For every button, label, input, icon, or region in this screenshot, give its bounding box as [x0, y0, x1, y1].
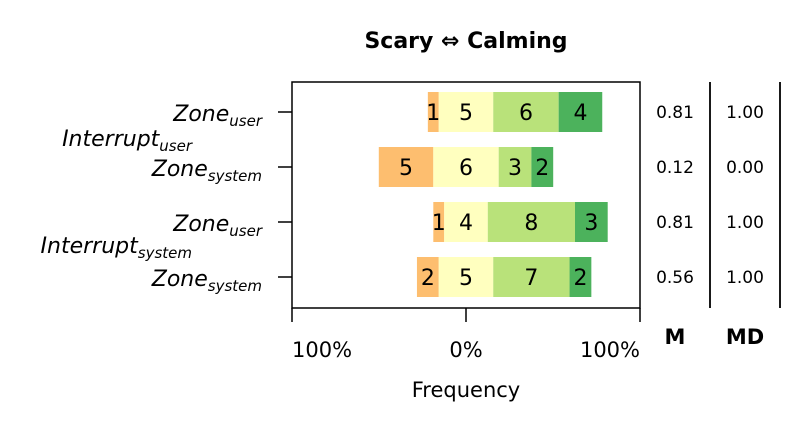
stat-md-value: 1.00 [726, 213, 764, 233]
bar-value-label: 6 [459, 156, 473, 181]
bar-segment [493, 92, 559, 132]
x-axis-label: Frequency [412, 378, 521, 402]
stat-md-header: MD [726, 325, 764, 349]
bar-value-label: 2 [421, 266, 435, 291]
x-tick-label: 100% [292, 338, 352, 362]
stat-m-value: 0.81 [656, 213, 694, 233]
x-axis: 100% 0% 100% [291, 308, 641, 362]
bar-segment [416, 257, 439, 297]
y-axis-labels: ZoneuserZonesystemZoneuserZonesystemInte… [41, 102, 292, 295]
x-tick-label: 100% [580, 338, 640, 362]
bar-value-label: 8 [524, 211, 538, 236]
stat-md-value: 1.00 [726, 268, 764, 288]
bar-value-label: 5 [399, 156, 413, 181]
bar-segment [433, 202, 445, 242]
row-label: Zonesystem [151, 267, 262, 295]
x-tick-label: 0% [449, 338, 482, 362]
bar-segment [438, 92, 494, 132]
bar-segment [493, 257, 570, 297]
group-label: Interruptsystem [41, 234, 192, 262]
bar-segment [487, 202, 575, 242]
bar-segment [444, 202, 488, 242]
bar-segment [575, 202, 608, 242]
bar-value-label: 3 [508, 156, 522, 181]
plot-area: 1 5 6 45 6 3 21 4 8 32 5 7 2 [378, 92, 608, 297]
row-label: Zoneuser [172, 212, 263, 240]
row-label: Zoneuser [172, 102, 263, 130]
bar-segment [427, 92, 439, 132]
stat-m-value: 0.56 [656, 268, 694, 288]
stat-md-value: 0.00 [726, 158, 764, 178]
stat-m-value: 0.12 [656, 158, 694, 178]
bar-value-label: 1 [426, 101, 440, 126]
bar-value-label: 4 [573, 101, 587, 126]
bar-segment [569, 257, 592, 297]
bar-value-label: 3 [584, 211, 598, 236]
bar-value-label: 1 [432, 211, 446, 236]
group-label: Interruptuser [62, 127, 193, 155]
bar-segment [438, 257, 494, 297]
stats-panel: 0.81 1.00 0.12 0.00 0.81 1.00 0.56 1.00 M MD [656, 82, 781, 349]
bar-value-label: 5 [459, 101, 473, 126]
bar-value-label: 7 [524, 266, 538, 291]
bar-value-label: 4 [459, 211, 473, 236]
chart-title: Scary ⇔ Calming [364, 29, 567, 54]
bar-value-label: 2 [535, 156, 549, 181]
bar-segment [378, 147, 434, 187]
bar-value-label: 6 [519, 101, 533, 126]
bar-segment [498, 147, 532, 187]
stat-m-value: 0.81 [656, 103, 694, 123]
stat-md-value: 1.00 [726, 103, 764, 123]
bar-segment [531, 147, 554, 187]
bar-value-label: 2 [573, 266, 587, 291]
stat-m-header: M [665, 325, 686, 349]
row-label: Zonesystem [151, 157, 262, 185]
bar-segment [558, 92, 603, 132]
bar-segment [433, 147, 499, 187]
bar-value-label: 5 [459, 266, 473, 291]
